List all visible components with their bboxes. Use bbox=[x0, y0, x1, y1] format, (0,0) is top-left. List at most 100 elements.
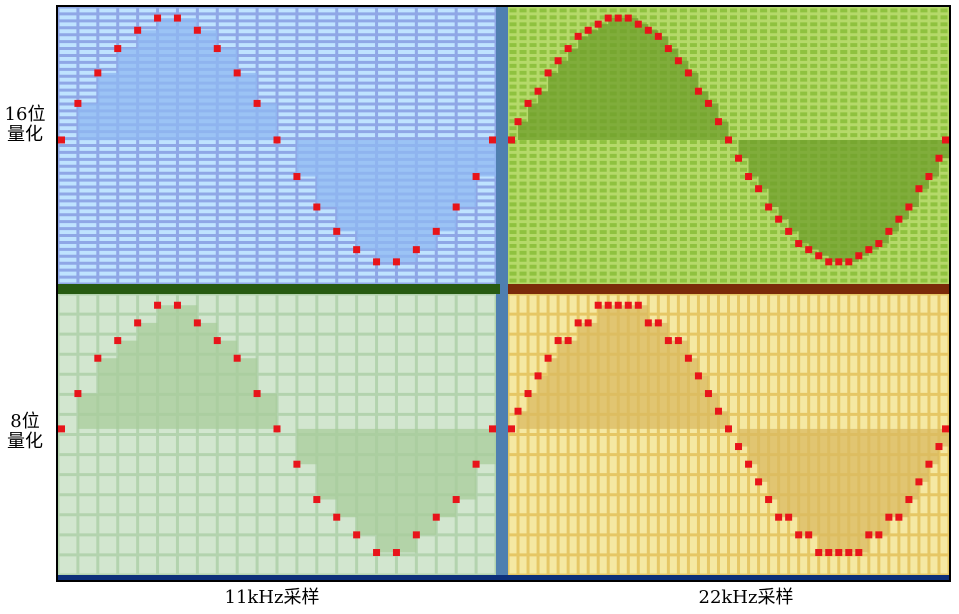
sample-point bbox=[714, 407, 722, 415]
sample-point bbox=[775, 513, 783, 521]
sample-point bbox=[825, 258, 833, 266]
sample-point bbox=[865, 246, 873, 254]
sample-point bbox=[905, 203, 913, 211]
sample-point bbox=[644, 319, 652, 327]
sample-point bbox=[795, 240, 803, 248]
bottom-bar bbox=[57, 575, 950, 581]
sample-point bbox=[704, 390, 712, 398]
sample-point bbox=[154, 301, 162, 309]
sample-point bbox=[604, 301, 612, 309]
col-label-22khz: 22kHz采样 bbox=[698, 587, 794, 608]
sample-point bbox=[725, 425, 732, 433]
sample-point bbox=[432, 513, 440, 521]
sample-point bbox=[684, 69, 692, 77]
sample-point bbox=[865, 531, 873, 539]
sample-point bbox=[634, 20, 642, 28]
sample-point bbox=[925, 173, 933, 181]
sample-point bbox=[765, 203, 773, 211]
sample-point bbox=[785, 513, 793, 521]
sample-point bbox=[624, 301, 632, 309]
sample-point bbox=[624, 14, 632, 22]
sample-point bbox=[885, 227, 893, 235]
row-label-16bit-line2: 量化 bbox=[7, 124, 43, 145]
sample-point bbox=[554, 57, 562, 65]
sample-point bbox=[373, 549, 381, 557]
sample-point bbox=[644, 26, 652, 34]
sample-point bbox=[735, 443, 743, 451]
col-label-11khz: 11kHz采样 bbox=[224, 587, 320, 608]
sample-point bbox=[942, 136, 949, 144]
sample-point bbox=[373, 258, 381, 266]
sample-point bbox=[594, 20, 602, 28]
sample-point bbox=[432, 227, 440, 235]
sample-point bbox=[114, 45, 122, 53]
sample-point bbox=[213, 45, 221, 53]
sample-point bbox=[193, 26, 201, 34]
sample-point bbox=[805, 531, 813, 539]
row-label-8bit: 8位 量化 bbox=[0, 412, 50, 452]
sample-point bbox=[942, 425, 949, 433]
sample-point bbox=[253, 390, 261, 398]
sample-point bbox=[765, 496, 773, 504]
sample-point bbox=[154, 14, 162, 22]
sample-point bbox=[795, 531, 803, 539]
sample-point bbox=[544, 354, 552, 362]
sample-point bbox=[755, 478, 763, 486]
sample-point bbox=[835, 258, 843, 266]
sample-point bbox=[74, 99, 82, 107]
sample-point bbox=[614, 14, 622, 22]
sample-point bbox=[855, 549, 863, 557]
sample-point bbox=[584, 26, 592, 34]
sample-point bbox=[524, 99, 532, 107]
sample-point bbox=[684, 354, 692, 362]
sample-point bbox=[313, 203, 321, 211]
sample-point bbox=[935, 443, 943, 451]
sample-point bbox=[915, 185, 923, 193]
sample-point bbox=[508, 425, 515, 433]
sample-point bbox=[604, 14, 612, 22]
sample-point bbox=[293, 173, 301, 181]
sample-point bbox=[895, 215, 903, 223]
sample-point bbox=[614, 301, 622, 309]
sample-point bbox=[925, 460, 933, 468]
sample-point bbox=[815, 252, 823, 260]
sample-point bbox=[584, 319, 592, 327]
sample-point bbox=[173, 14, 181, 22]
sample-point bbox=[664, 337, 672, 345]
sample-point bbox=[392, 549, 400, 557]
sample-point bbox=[74, 390, 82, 398]
sample-point bbox=[835, 549, 843, 557]
sample-point bbox=[805, 246, 813, 254]
sample-point bbox=[544, 69, 552, 77]
sample-point bbox=[489, 425, 496, 433]
sample-point bbox=[674, 337, 682, 345]
frame bbox=[56, 5, 951, 582]
sample-point bbox=[714, 118, 722, 126]
sample-point bbox=[694, 372, 702, 380]
sample-point bbox=[353, 246, 361, 254]
sample-point bbox=[725, 136, 732, 144]
sample-point bbox=[333, 227, 341, 235]
row-label-16bit-line1: 16位 bbox=[4, 104, 46, 125]
sample-point bbox=[785, 227, 793, 235]
sample-point bbox=[845, 258, 853, 266]
sample-point bbox=[775, 215, 783, 223]
sample-point bbox=[694, 87, 702, 95]
sample-point bbox=[935, 154, 943, 162]
sample-point bbox=[514, 407, 522, 415]
sample-point bbox=[489, 136, 496, 144]
sample-point bbox=[514, 118, 522, 126]
sample-point bbox=[885, 513, 893, 521]
row-label-16bit: 16位 量化 bbox=[0, 105, 50, 145]
sample-point bbox=[634, 301, 642, 309]
row-label-8bit-line1: 8位 bbox=[10, 411, 40, 432]
sample-point bbox=[745, 173, 753, 181]
horizontal-divider-right bbox=[508, 284, 950, 294]
sample-point bbox=[412, 531, 420, 539]
sample-point bbox=[554, 337, 562, 345]
row-label-8bit-line2: 量化 bbox=[7, 431, 43, 452]
sample-point bbox=[654, 32, 662, 40]
panel-yellow bbox=[506, 292, 951, 577]
sample-point bbox=[594, 301, 602, 309]
sample-point bbox=[674, 57, 682, 65]
